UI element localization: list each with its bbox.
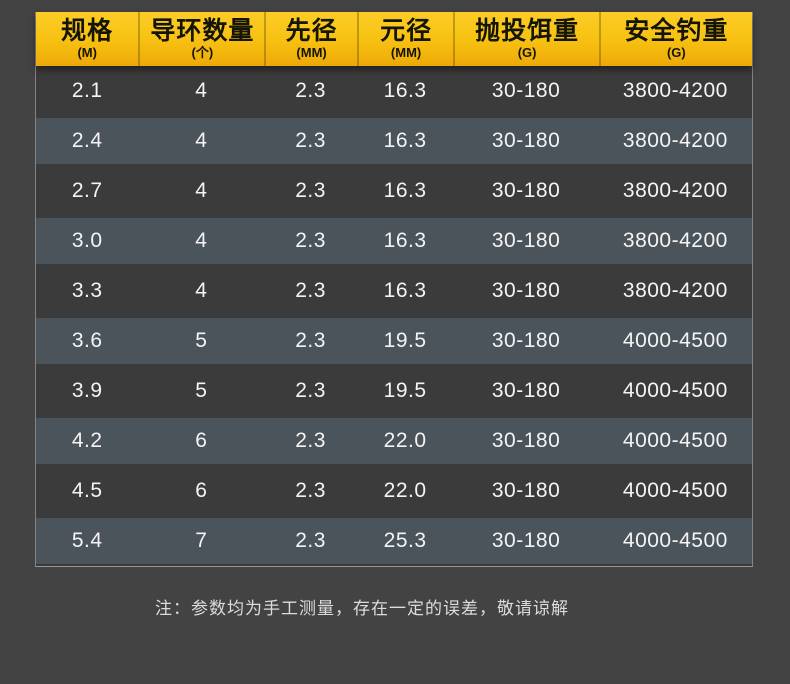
table-cell: 30-180 — [491, 279, 561, 302]
table-cell: 30-180 — [491, 129, 561, 152]
table-cell: 30-180 — [491, 179, 561, 202]
table-row: 3.0 4 2.3 16.3 30-180 3800-4200 — [36, 216, 752, 266]
table-cell: 7 — [195, 529, 208, 552]
table-cell: 3800-4200 — [622, 79, 728, 102]
table-row: 2.7 4 2.3 16.3 30-180 3800-4200 — [36, 166, 752, 216]
column-header: 安全钓重 (G) — [598, 12, 752, 66]
table-cell: 2.3 — [295, 379, 326, 402]
column-label: 元径 — [380, 17, 433, 45]
table-cell: 30-180 — [491, 379, 561, 402]
table-cell: 30-180 — [491, 429, 561, 452]
table-cell: 2.3 — [295, 179, 326, 202]
table-cell: 3800-4200 — [622, 229, 728, 252]
table-cell: 5.4 — [71, 529, 103, 552]
column-label: 规格 — [61, 17, 114, 45]
table-cell: 16.3 — [383, 79, 427, 102]
column-header: 先径 (MM) — [264, 12, 356, 66]
table-cell: 30-180 — [491, 329, 561, 352]
table-cell: 2.3 — [295, 529, 326, 552]
table-cell: 4 — [195, 229, 208, 252]
table-cell: 3800-4200 — [622, 129, 728, 152]
table-cell: 2.7 — [71, 179, 103, 202]
table-row: 3.3 4 2.3 16.3 30-180 3800-4200 — [36, 266, 752, 316]
measurement-disclaimer-note: 注：参数均为手工测量，存在一定的误差，敬请谅解 — [155, 599, 569, 618]
table-cell: 2.3 — [295, 279, 326, 302]
table-cell: 4.2 — [71, 429, 103, 452]
table-cell: 2.4 — [71, 129, 103, 152]
table-row: 4.2 6 2.3 22.0 30-180 4000-4500 — [36, 416, 752, 466]
table-row: 2.4 4 2.3 16.3 30-180 3800-4200 — [36, 116, 752, 166]
table-row: 2.1 4 2.3 16.3 30-180 3800-4200 — [36, 66, 752, 116]
table-cell: 16.3 — [383, 129, 427, 152]
table-cell: 22.0 — [383, 429, 427, 452]
table-cell: 3800-4200 — [622, 279, 728, 302]
table-cell: 4000-4500 — [622, 379, 728, 402]
table-cell: 2.3 — [295, 429, 326, 452]
table-row: 4.5 6 2.3 22.0 30-180 4000-4500 — [36, 466, 752, 516]
table-cell: 3800-4200 — [622, 179, 728, 202]
column-label: 抛投饵重 — [475, 17, 580, 45]
table-cell: 4.5 — [71, 479, 103, 502]
table-cell: 4 — [195, 179, 208, 202]
table-cell: 30-180 — [491, 229, 561, 252]
table-cell: 4 — [195, 129, 208, 152]
table-cell: 25.3 — [383, 529, 427, 552]
table-cell: 5 — [195, 329, 208, 352]
table-cell: 2.3 — [295, 79, 326, 102]
table-header-row: 规格 (M) 导环数量 (个) 先径 (MM) 元径 (MM) 抛投饵重 (G) 安全钓重 (G) — [36, 12, 752, 66]
table-cell: 22.0 — [383, 479, 427, 502]
table-cell: 3.3 — [71, 279, 103, 302]
table-cell: 2.3 — [295, 329, 326, 352]
column-unit: (G) — [666, 45, 686, 60]
column-header: 导环数量 (个) — [138, 12, 264, 66]
table-cell: 16.3 — [383, 179, 427, 202]
table-cell: 3.6 — [71, 329, 103, 352]
table-cell: 2.3 — [295, 129, 326, 152]
column-header: 规格 (M) — [36, 12, 138, 66]
spec-table: 规格 (M) 导环数量 (个) 先径 (MM) 元径 (MM) 抛投饵重 (G) 安全钓重 (G) 2… — [35, 12, 753, 567]
table-cell: 4 — [195, 279, 208, 302]
table-cell: 2.3 — [295, 479, 326, 502]
table-cell: 4000-4500 — [622, 479, 728, 502]
table-body: 2.1 4 2.3 16.3 30-180 3800-4200 2.4 4 2.3 16.3 30-… — [36, 66, 752, 566]
column-header: 元径 (MM) — [356, 12, 454, 66]
table-cell: 6 — [195, 429, 208, 452]
column-unit: (MM) — [390, 45, 422, 60]
table-cell: 6 — [195, 479, 208, 502]
table-cell: 2.1 — [71, 79, 103, 102]
column-header: 抛投饵重 (G) — [453, 12, 598, 66]
column-unit: (个) — [191, 45, 214, 60]
column-unit: (G) — [517, 45, 537, 60]
table-row: 5.4 7 2.3 25.3 30-180 4000-4500 — [36, 516, 752, 566]
column-label: 导环数量 — [150, 17, 255, 45]
table-cell: 16.3 — [383, 229, 427, 252]
table-cell: 30-180 — [491, 479, 561, 502]
table-row: 3.6 5 2.3 19.5 30-180 4000-4500 — [36, 316, 752, 366]
table-cell: 4000-4500 — [622, 329, 728, 352]
table-cell: 30-180 — [491, 79, 561, 102]
table-row: 3.9 5 2.3 19.5 30-180 4000-4500 — [36, 366, 752, 416]
table-cell: 30-180 — [491, 529, 561, 552]
column-unit: (M) — [77, 45, 97, 60]
table-cell: 19.5 — [383, 379, 427, 402]
table-cell: 3.0 — [71, 229, 103, 252]
table-cell: 4 — [195, 79, 208, 102]
column-label: 安全钓重 — [624, 17, 729, 45]
table-cell: 3.9 — [71, 379, 103, 402]
table-cell: 5 — [195, 379, 208, 402]
table-cell: 19.5 — [383, 329, 427, 352]
table-cell: 4000-4500 — [622, 429, 728, 452]
table-cell: 16.3 — [383, 279, 427, 302]
table-cell: 4000-4500 — [622, 529, 728, 552]
column-label: 先径 — [285, 17, 338, 45]
table-cell: 2.3 — [295, 229, 326, 252]
column-unit: (MM) — [296, 45, 327, 60]
